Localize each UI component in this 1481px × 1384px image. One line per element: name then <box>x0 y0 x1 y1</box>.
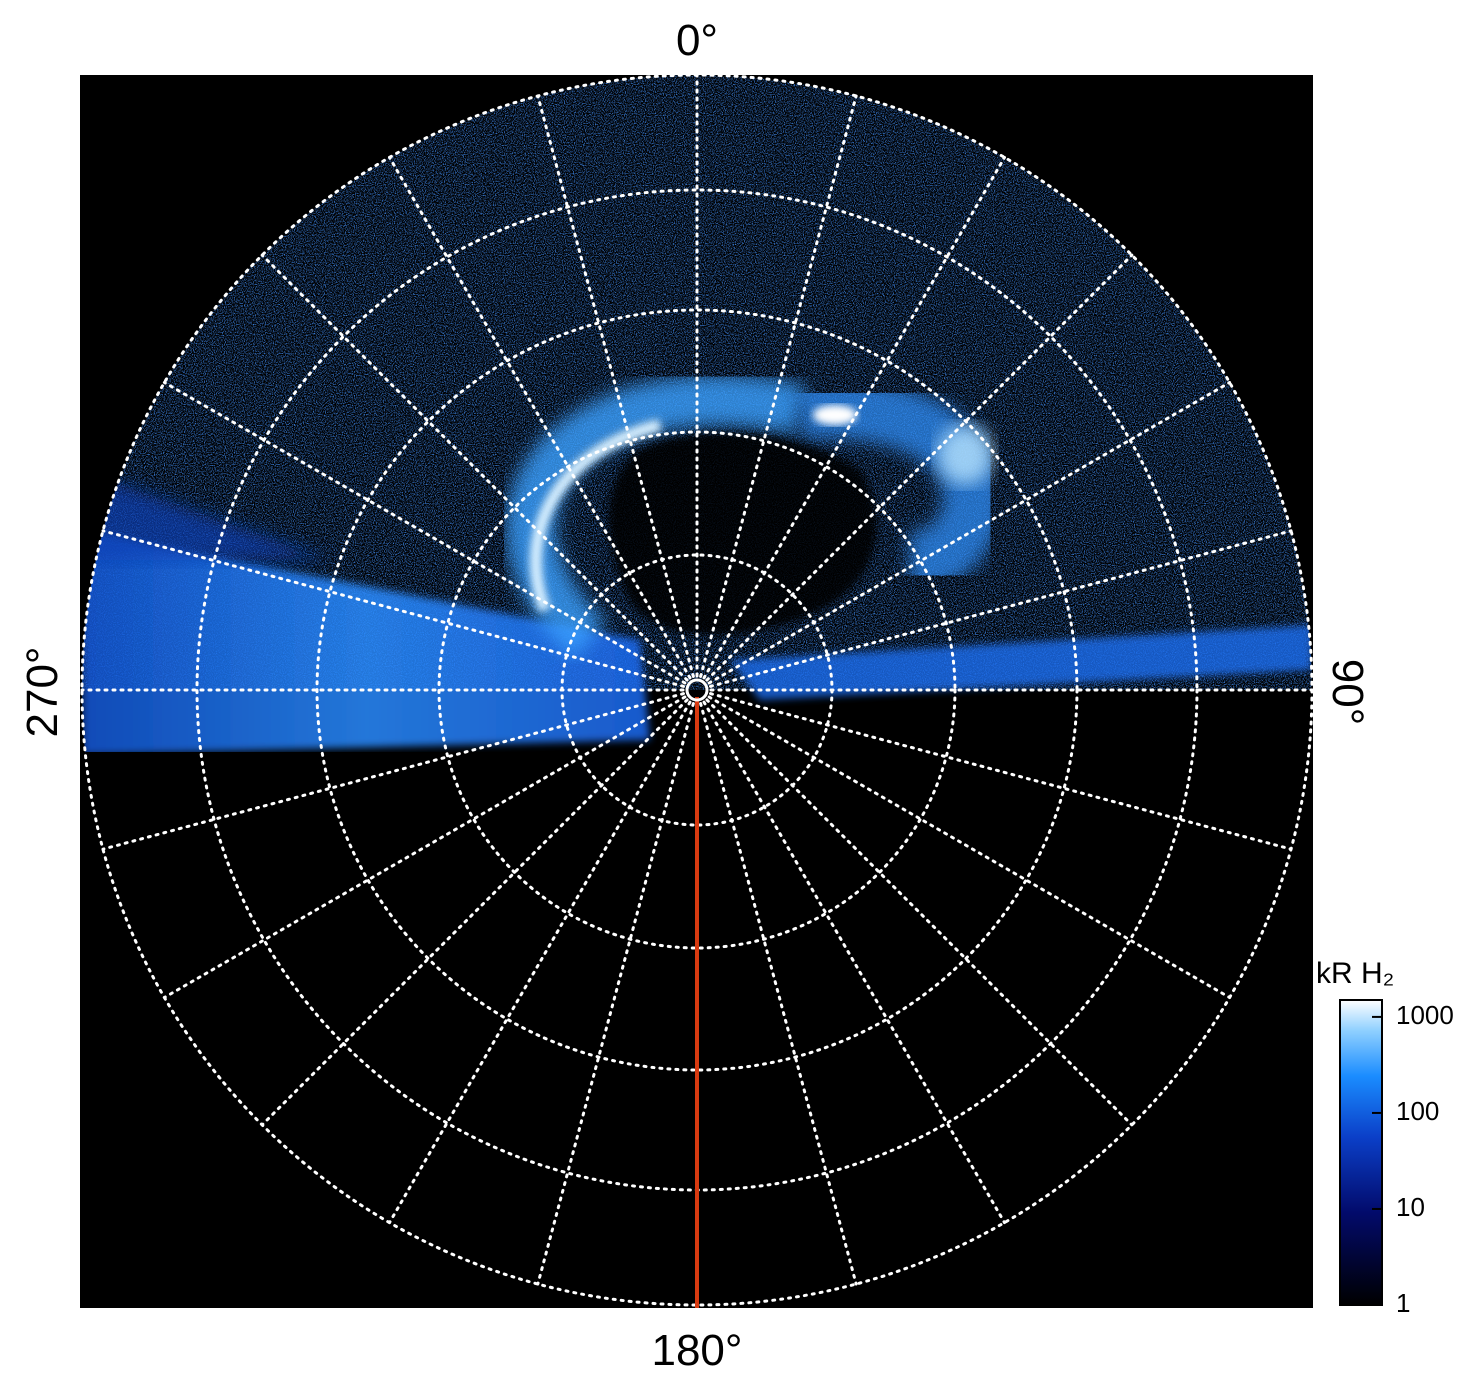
emission-band <box>82 470 330 560</box>
emission-band <box>82 530 650 755</box>
colorbar <box>1339 999 1383 1306</box>
colorbar-tick-label: 10 <box>1396 1192 1425 1222</box>
bright-spot <box>813 405 857 425</box>
top-label: 0° <box>676 16 718 65</box>
auroral-arc <box>530 419 662 613</box>
right-label: 90° <box>1323 659 1372 726</box>
bottom-label: 180° <box>651 1326 742 1375</box>
grid-circle <box>315 308 1079 1072</box>
bright-spot <box>937 425 993 485</box>
auroral-oval <box>797 378 1003 590</box>
colorbar-tick-label: 1000 <box>1396 1000 1454 1030</box>
colorbar-tick-label: 100 <box>1396 1096 1439 1126</box>
aurora-image <box>82 75 1312 1305</box>
colorbar-tick-label: 1 <box>1396 1288 1410 1318</box>
colorbar-title: kR H₂ <box>1316 957 1394 990</box>
grid-circle <box>437 430 957 950</box>
colorbar-ticks: 1 10 100 1000 <box>1372 1000 1454 1318</box>
left-label: 270° <box>18 646 67 737</box>
pole-marker <box>685 678 709 702</box>
dark-polar-region <box>608 432 877 635</box>
emission-band <box>730 625 1312 700</box>
